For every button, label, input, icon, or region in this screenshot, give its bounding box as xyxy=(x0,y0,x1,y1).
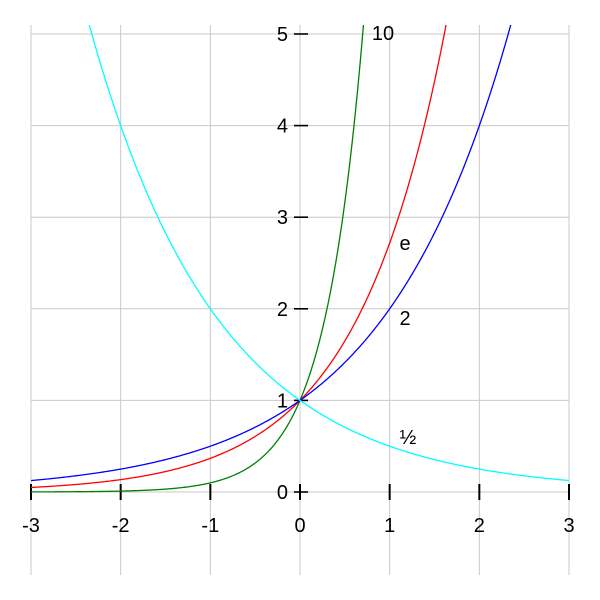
y-tick-label: 3 xyxy=(277,207,288,229)
y-tick-label: 5 xyxy=(277,24,288,46)
curve-1-2 xyxy=(88,25,570,482)
y-tick-label: 0 xyxy=(277,482,288,504)
x-tick-label: 0 xyxy=(294,515,305,537)
curves xyxy=(30,25,570,493)
y-tick-label: 2 xyxy=(277,299,288,321)
y-tick-label: 4 xyxy=(277,116,288,138)
curve-label-1-2: ½ xyxy=(400,427,417,449)
labels: 10 e 2 ½ xyxy=(372,23,417,449)
x-tick-label: -3 xyxy=(22,515,40,537)
curve-label-10: 10 xyxy=(372,23,394,45)
curve-label-e: e xyxy=(399,233,410,255)
curve-label-2: 2 xyxy=(399,308,410,330)
x-tick-label: -1 xyxy=(201,515,219,537)
x-tick-label: 2 xyxy=(474,515,485,537)
x-tick-label: -2 xyxy=(112,515,130,537)
axes: -3 -2 -1 0 1 2 3 0 1 2 3 4 5 xyxy=(22,24,574,537)
y-tick-label: 1 xyxy=(277,390,288,412)
x-tick-label: 3 xyxy=(563,515,574,537)
x-tick-label: 1 xyxy=(384,515,395,537)
